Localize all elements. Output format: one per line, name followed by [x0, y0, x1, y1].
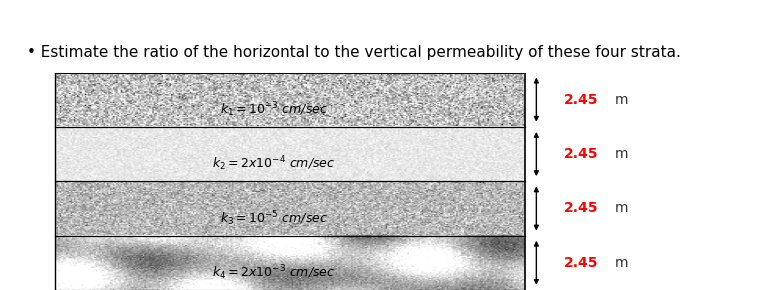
Text: m: m	[615, 93, 628, 107]
Text: $k_4 = 2x10^{-3}$ cm/sec: $k_4 = 2x10^{-3}$ cm/sec	[212, 263, 336, 282]
Text: 2.45: 2.45	[564, 256, 598, 270]
Text: m: m	[615, 202, 628, 215]
Text: 2.45: 2.45	[564, 93, 598, 107]
Text: 2.45: 2.45	[564, 147, 598, 161]
Text: m: m	[615, 147, 628, 161]
Text: m: m	[615, 256, 628, 270]
Text: $k_3 = 10^{-5}$ cm/sec: $k_3 = 10^{-5}$ cm/sec	[220, 209, 328, 228]
Text: $k_2 = 2x10^{-4}$ cm/sec: $k_2 = 2x10^{-4}$ cm/sec	[212, 155, 336, 173]
Text: 2.45: 2.45	[564, 202, 598, 215]
Text: $k_1 = 10^{-3}$ cm/sec: $k_1 = 10^{-3}$ cm/sec	[220, 100, 328, 119]
Text: • Estimate the ratio of the horizontal to the vertical permeability of these fou: • Estimate the ratio of the horizontal t…	[27, 45, 681, 60]
